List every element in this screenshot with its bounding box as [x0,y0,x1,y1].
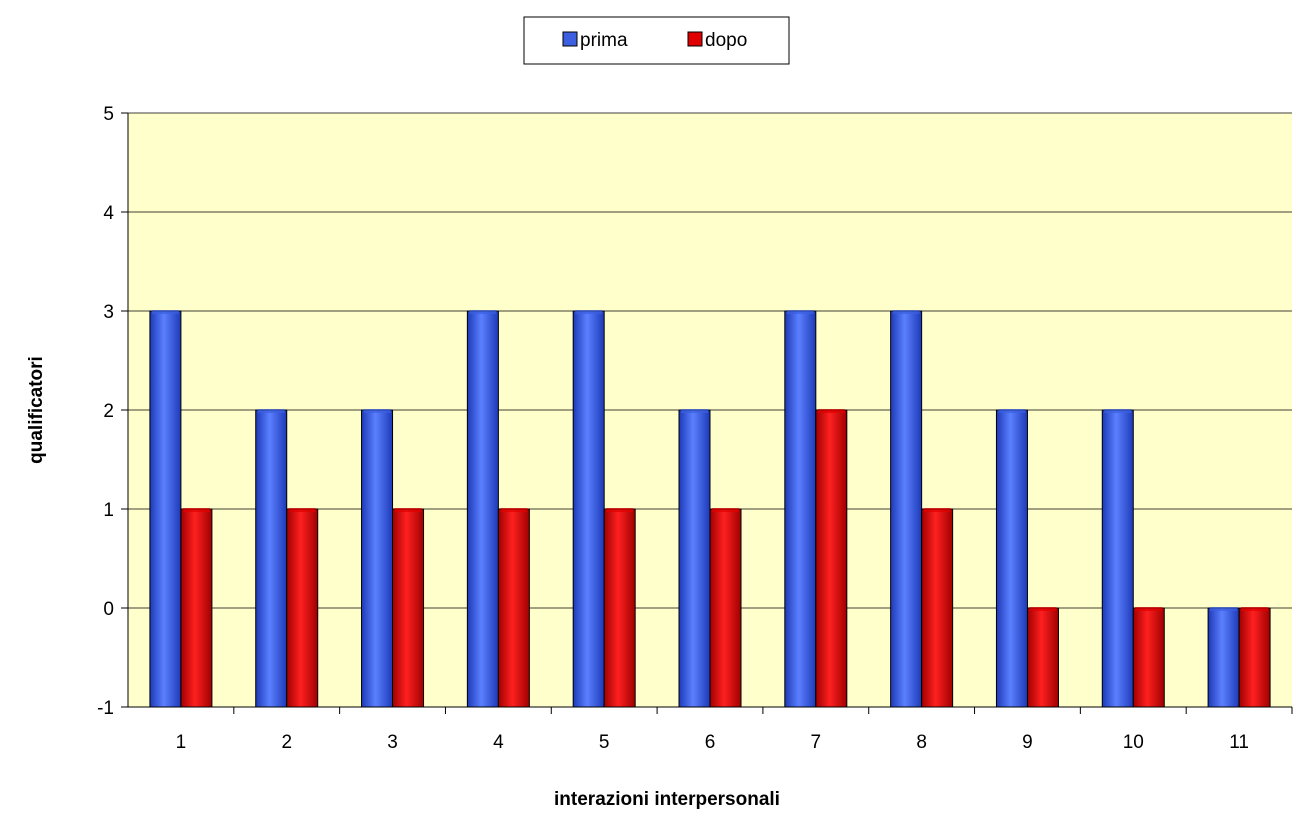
bar-prima-11 [1207,607,1240,708]
x-tick-label: 10 [1123,732,1144,753]
x-tick-label: 11 [1229,732,1249,753]
bar-dopo-4 [497,508,530,708]
bar-cap-dopo-11 [1241,607,1269,611]
bar-cap-prima-4 [469,310,497,314]
bar-prima-9 [995,409,1028,708]
y-tick-label: 5 [103,104,114,125]
legend-swatch-dopo [687,31,703,47]
y-axis-label: qualificatori [26,356,47,464]
x-tick-label: 8 [916,732,927,753]
y-tick-label: 1 [103,500,114,521]
bar-cap-dopo-3 [394,508,422,512]
x-tick-label: 9 [1022,732,1033,753]
bar-prima-8 [890,310,923,708]
bar-dopo-7 [815,409,848,708]
y-tick-label: 3 [103,302,114,323]
bar-dopo-11 [1238,607,1271,708]
x-tick-label: 6 [705,732,716,753]
axes [121,112,1293,714]
legend-label-dopo: dopo [705,30,747,51]
bar-cap-dopo-6 [712,508,739,512]
bar-cap-prima-2 [257,409,285,413]
legend-label-prima: prima [580,30,628,51]
bar-cap-dopo-9 [1029,607,1057,611]
x-tick-labels: 1 2 3 4 5 6 7 8 9 10 11 [176,732,1249,753]
bar-dopo-8 [921,508,954,708]
bar-cap-dopo-5 [606,508,634,512]
x-tick-label: 1 [176,732,187,753]
legend: prima dopo [523,16,790,65]
bar-cap-prima-5 [575,310,603,314]
bar-cap-prima-1 [151,310,179,314]
bar-dopo-6 [709,508,742,708]
bar-prima-6 [678,409,711,708]
bar-cap-prima-8 [892,310,920,314]
bar-dopo-5 [603,508,636,708]
bar-prima-5 [572,310,605,708]
bar-cap-dopo-7 [817,409,845,413]
y-tick-labels: -1 0 1 2 3 4 5 [97,104,114,719]
bar-dopo-10 [1132,607,1165,708]
bar-dopo-1 [180,508,213,708]
y-tick-label: -1 [97,698,114,719]
x-tick-label: 7 [811,732,822,753]
bar-prima-1 [149,310,182,708]
bar-cap-dopo-10 [1135,607,1163,611]
bar-dopo-3 [392,508,425,708]
bar-dopo-9 [1026,607,1059,708]
bar-prima-7 [784,310,817,708]
bar-cap-dopo-2 [288,508,316,512]
bar-prima-3 [361,409,394,708]
bar-dopo-2 [286,508,319,708]
bar-prima-2 [255,409,288,708]
bar-cap-prima-11 [1210,607,1238,611]
bar-cap-dopo-4 [500,508,528,512]
x-axis-label: interazioni interpersonali [554,789,780,810]
bar-cap-prima-3 [363,409,391,413]
bar-cap-prima-10 [1104,409,1132,413]
x-tick-label: 4 [493,732,504,753]
bar-cap-dopo-1 [182,508,210,512]
y-tick-label: 0 [103,599,114,620]
x-tick-label: 5 [599,732,610,753]
bar-cap-prima-9 [998,409,1026,413]
bar-cap-prima-7 [786,310,814,314]
y-tick-label: 2 [103,401,114,422]
x-tick-label: 2 [281,732,292,753]
bars [149,310,1271,708]
bar-prima-10 [1101,409,1134,708]
bar-prima-4 [466,310,499,708]
bar-cap-dopo-8 [923,508,951,512]
y-tick-label: 4 [103,203,114,224]
x-tick-label: 3 [387,732,398,753]
legend-swatch-prima [562,31,578,47]
bar-cap-prima-6 [681,409,708,413]
